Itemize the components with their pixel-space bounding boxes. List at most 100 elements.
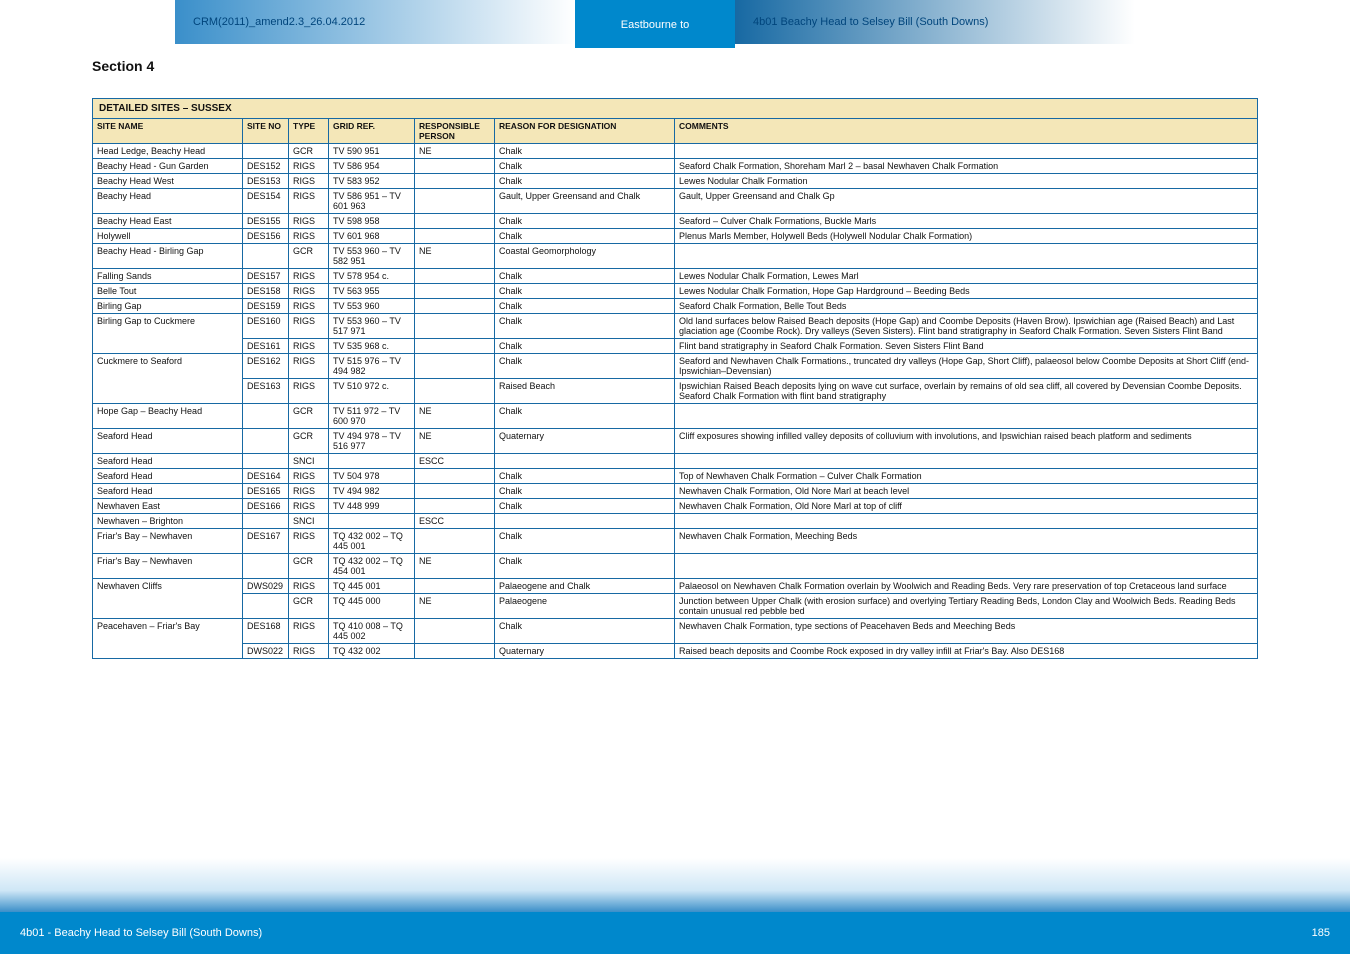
cell: NE xyxy=(415,429,495,454)
cell: Friar's Bay – Newhaven xyxy=(93,554,243,579)
cell: GCR xyxy=(289,244,329,269)
cell: DES156 xyxy=(243,229,289,244)
cell: RIGS xyxy=(289,314,329,339)
footer-page-number: 185 xyxy=(1312,927,1330,939)
cell: Seaford – Culver Chalk Formations, Buckl… xyxy=(675,214,1258,229)
cell xyxy=(415,529,495,554)
table-row: GCRTQ 445 000NEPalaeogeneJunction betwee… xyxy=(93,594,1258,619)
cell xyxy=(415,159,495,174)
table-row: Falling SandsDES157RIGSTV 578 954 c.Chal… xyxy=(93,269,1258,284)
tab-left: CRM(2011)_amend2.3_26.04.2012 xyxy=(175,0,575,44)
cell: Chalk xyxy=(495,269,675,284)
cell: Lewes Nodular Chalk Formation, Lewes Mar… xyxy=(675,269,1258,284)
cell xyxy=(415,189,495,214)
cell: Newhaven – Brighton xyxy=(93,514,243,529)
table-title: DETAILED SITES – SUSSEX xyxy=(93,99,1258,119)
table-row: Hope Gap – Beachy HeadGCRTV 511 972 – TV… xyxy=(93,404,1258,429)
cell: RIGS xyxy=(289,619,329,644)
cell: Beachy Head xyxy=(93,189,243,214)
column-header: GRID REF. xyxy=(329,119,415,144)
cell: Newhaven Chalk Formation, type sections … xyxy=(675,619,1258,644)
cell: TV 504 978 xyxy=(329,469,415,484)
cell: DES168 xyxy=(243,619,289,644)
cell: TV 563 955 xyxy=(329,284,415,299)
cell xyxy=(243,594,289,619)
cell xyxy=(415,214,495,229)
cell: Quaternary xyxy=(495,644,675,659)
cell: Quaternary xyxy=(495,429,675,454)
cell: TV 494 978 – TV 516 977 xyxy=(329,429,415,454)
cell: NE xyxy=(415,144,495,159)
cell: RIGS xyxy=(289,229,329,244)
cell: Seaford Head xyxy=(93,484,243,499)
cell xyxy=(415,174,495,189)
cell: RIGS xyxy=(289,354,329,379)
table-row: Cuckmere to SeafordDES162RIGSTV 515 976 … xyxy=(93,354,1258,379)
footer-bar: 4b01 - Beachy Head to Selsey Bill (South… xyxy=(0,912,1350,954)
cell: DES164 xyxy=(243,469,289,484)
cell: RIGS xyxy=(289,339,329,354)
cell xyxy=(243,144,289,159)
table-row: DWS022RIGSTQ 432 002QuaternaryRaised bea… xyxy=(93,644,1258,659)
cell: TQ 445 000 xyxy=(329,594,415,619)
column-header: SITE NO xyxy=(243,119,289,144)
cell: Newhaven East xyxy=(93,499,243,514)
cell: GCR xyxy=(289,554,329,579)
table-row: Birling GapDES159RIGSTV 553 960ChalkSeaf… xyxy=(93,299,1258,314)
cell: Chalk xyxy=(495,314,675,339)
cell xyxy=(415,284,495,299)
cell xyxy=(415,354,495,379)
cell: RIGS xyxy=(289,529,329,554)
cell: TV 601 968 xyxy=(329,229,415,244)
table-row: Seaford HeadSNCIESCC xyxy=(93,454,1258,469)
cell xyxy=(243,404,289,429)
cell: NE xyxy=(415,404,495,429)
cell xyxy=(415,229,495,244)
cell: DES163 xyxy=(243,379,289,404)
table-row: Belle ToutDES158RIGSTV 563 955ChalkLewes… xyxy=(93,284,1258,299)
cell: Hope Gap – Beachy Head xyxy=(93,404,243,429)
cell xyxy=(415,499,495,514)
cell xyxy=(243,244,289,269)
cell: TV 535 968 c. xyxy=(329,339,415,354)
cell: TV 553 960 – TV 517 971 xyxy=(329,314,415,339)
cell: Flint band stratigraphy in Seaford Chalk… xyxy=(675,339,1258,354)
cell: DES157 xyxy=(243,269,289,284)
cell: RIGS xyxy=(289,214,329,229)
cell: Cuckmere to Seaford xyxy=(93,354,243,404)
cell: TV 448 999 xyxy=(329,499,415,514)
table-container: DETAILED SITES – SUSSEXSITE NAMESITE NOT… xyxy=(92,98,1258,834)
column-header: TYPE xyxy=(289,119,329,144)
cell: GCR xyxy=(289,594,329,619)
cell: Seaford Chalk Formation, Belle Tout Beds xyxy=(675,299,1258,314)
cell: Chalk xyxy=(495,484,675,499)
cell: DES155 xyxy=(243,214,289,229)
cell: Raised beach deposits and Coombe Rock ex… xyxy=(675,644,1258,659)
cell: Top of Newhaven Chalk Formation – Culver… xyxy=(675,469,1258,484)
cell: Seaford Chalk Formation, Shoreham Marl 2… xyxy=(675,159,1258,174)
cell: Chalk xyxy=(495,529,675,554)
cell: DES167 xyxy=(243,529,289,554)
table-row: Beachy HeadDES154RIGSTV 586 951 – TV 601… xyxy=(93,189,1258,214)
cell xyxy=(495,454,675,469)
cell: RIGS xyxy=(289,579,329,594)
table-row: Seaford HeadGCRTV 494 978 – TV 516 977NE… xyxy=(93,429,1258,454)
cell: RIGS xyxy=(289,379,329,404)
cell: TQ 432 002 – TQ 454 001 xyxy=(329,554,415,579)
table-row: DES161RIGSTV 535 968 c.ChalkFlint band s… xyxy=(93,339,1258,354)
cell: Newhaven Chalk Formation, Old Nore Marl … xyxy=(675,499,1258,514)
cell: DES160 xyxy=(243,314,289,339)
cell: Cliff exposures showing infilled valley … xyxy=(675,429,1258,454)
cell xyxy=(415,619,495,644)
cell xyxy=(415,269,495,284)
cell xyxy=(675,514,1258,529)
cell xyxy=(415,339,495,354)
cell: NE xyxy=(415,594,495,619)
cell: DES166 xyxy=(243,499,289,514)
cell: RIGS xyxy=(289,644,329,659)
cell: Chalk xyxy=(495,284,675,299)
cell: Peacehaven – Friar's Bay xyxy=(93,619,243,659)
cell: Raised Beach xyxy=(495,379,675,404)
cell: Seaford and Newhaven Chalk Formations., … xyxy=(675,354,1258,379)
cell: Lewes Nodular Chalk Formation xyxy=(675,174,1258,189)
